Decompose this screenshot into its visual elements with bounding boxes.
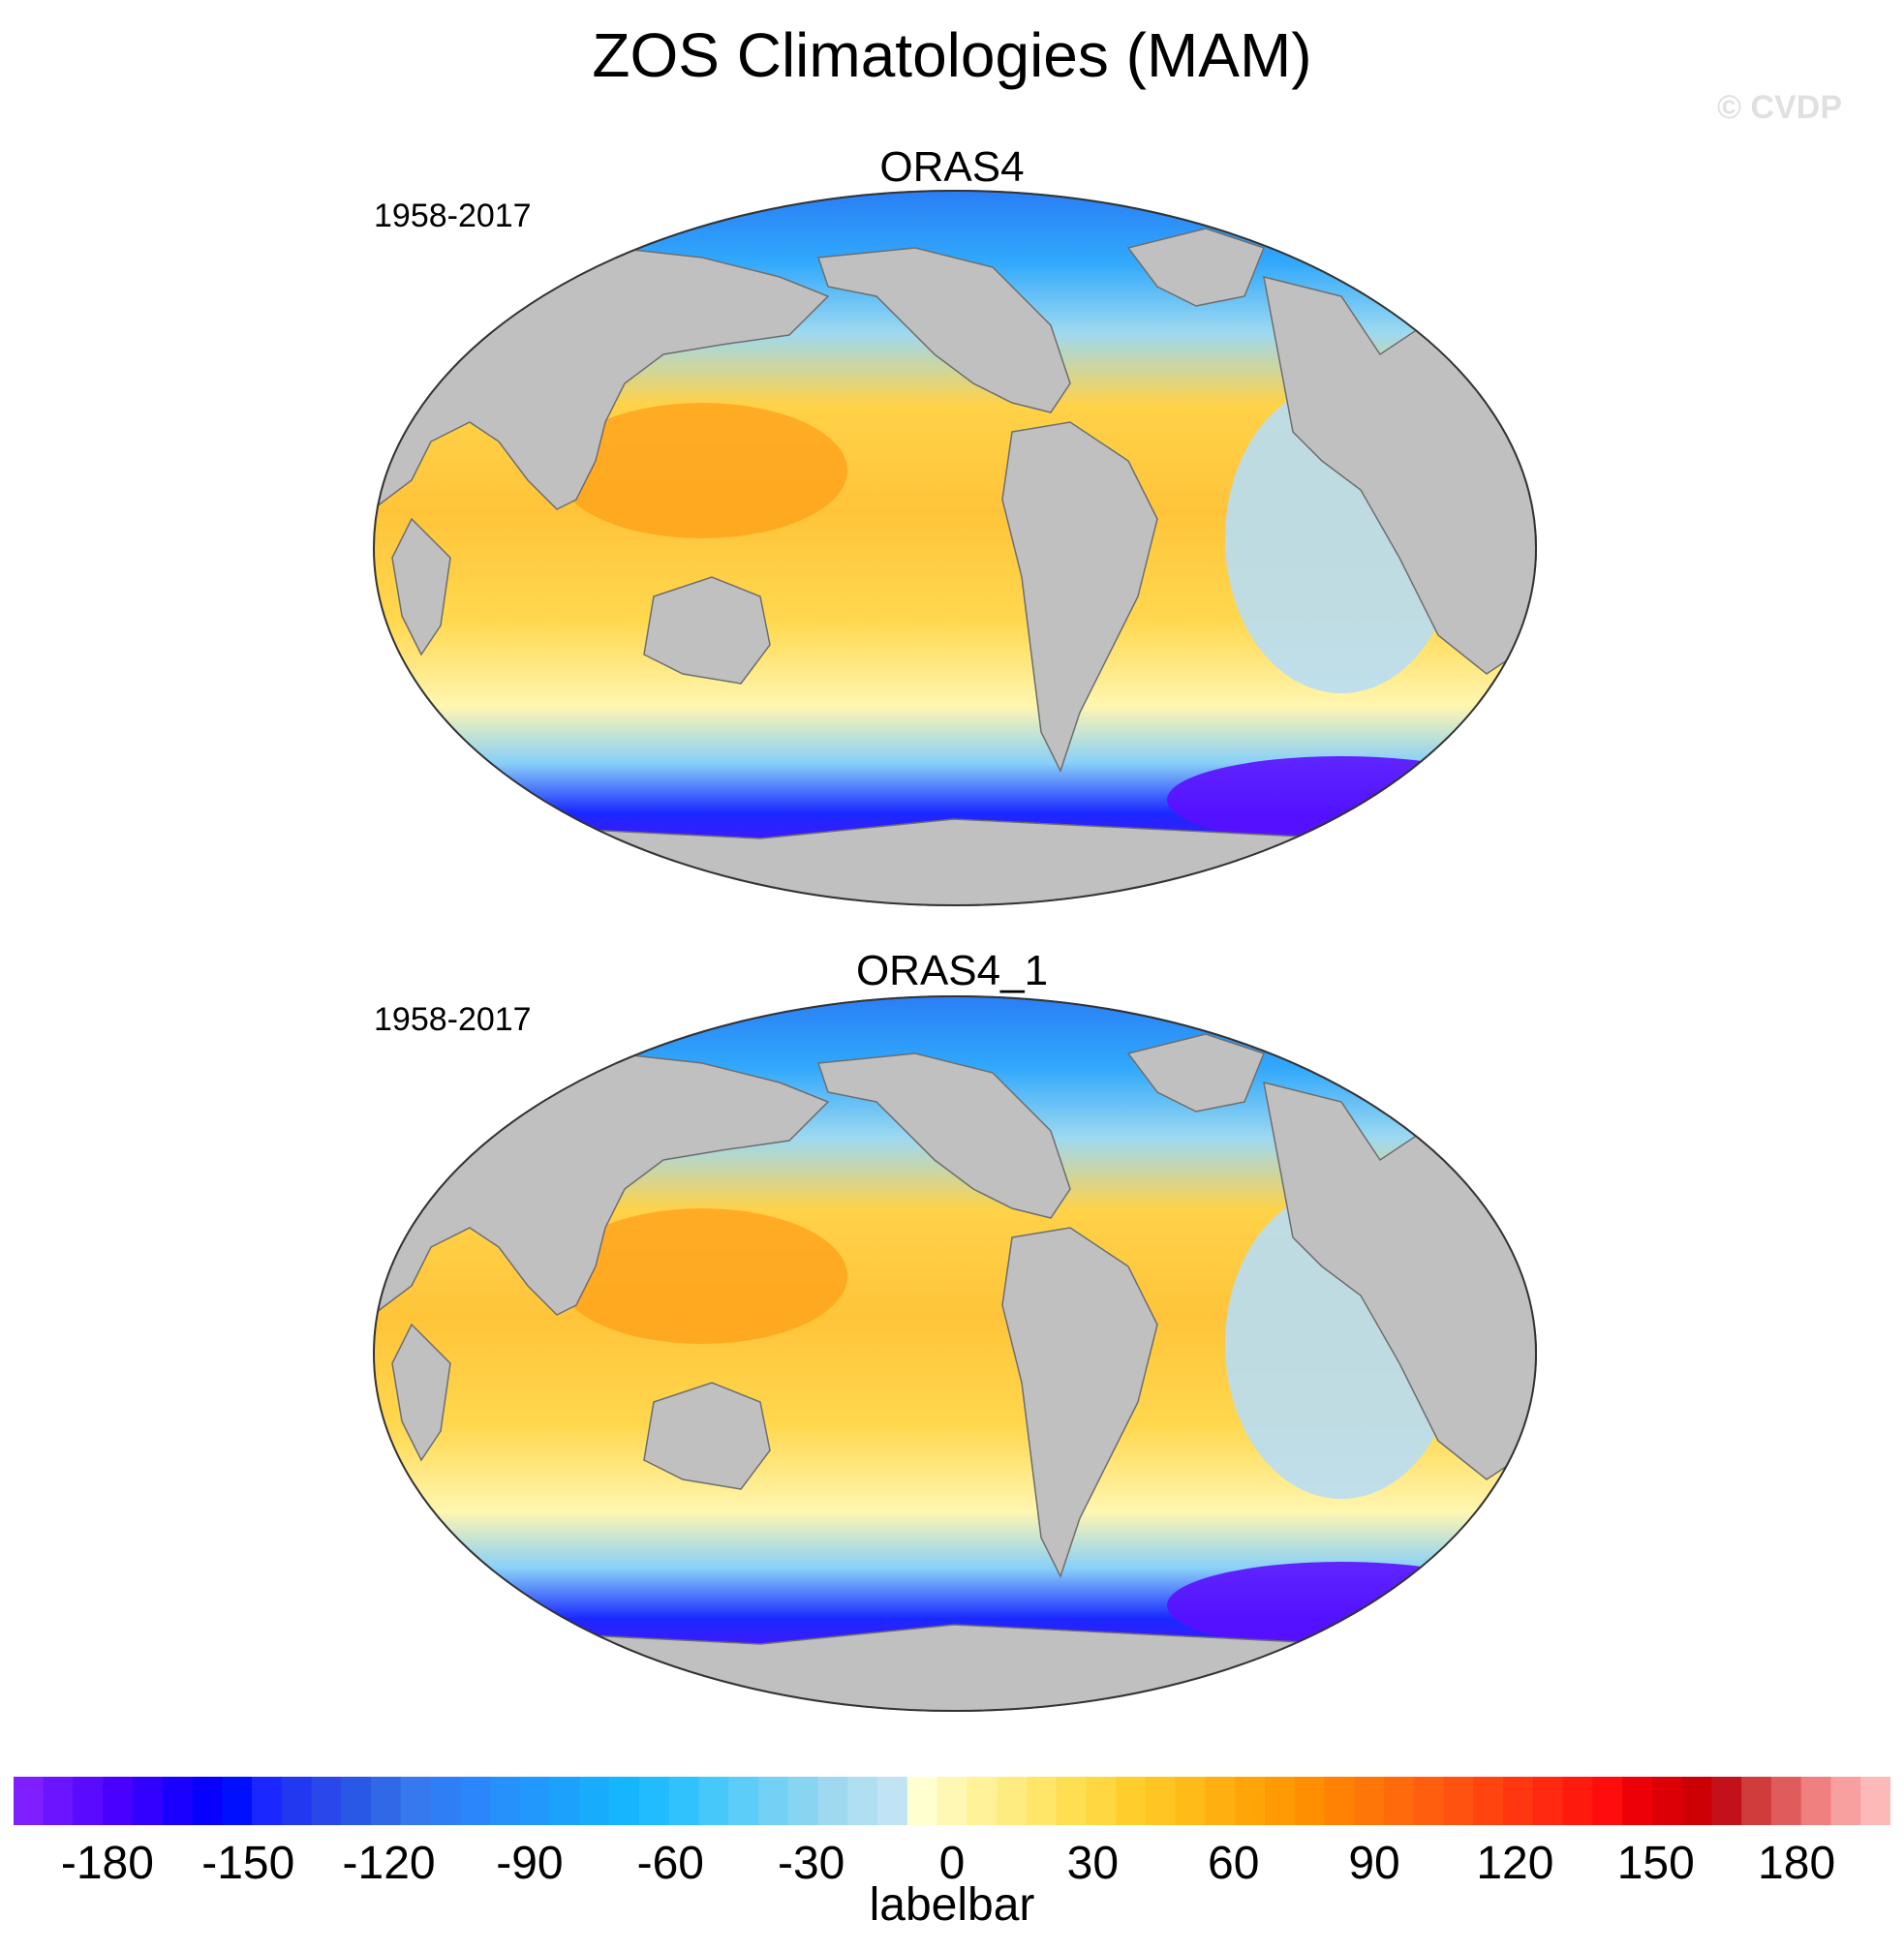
colorbar-tick-label: -150 xyxy=(201,1838,295,1889)
colorbar-box xyxy=(728,1777,759,1825)
colorbar-box xyxy=(906,1777,938,1825)
colorbar-tick-label: 150 xyxy=(1616,1838,1695,1889)
colorbar-tick-label: 0 xyxy=(938,1838,966,1889)
colorbar-box xyxy=(400,1777,432,1825)
colorbar-box xyxy=(252,1777,283,1825)
colorbar-box xyxy=(43,1777,75,1825)
colorbar-box xyxy=(1830,1777,1861,1825)
west-pacific-high xyxy=(557,403,847,538)
colorbar-box xyxy=(1086,1777,1117,1825)
colorbar-label: labelbar xyxy=(869,1879,1035,1931)
panel-period-1: 1958-2017 xyxy=(374,198,532,234)
world-map-panel-1 xyxy=(373,190,1537,906)
colorbar-box xyxy=(1145,1777,1177,1825)
colorbar-box xyxy=(847,1777,878,1825)
colorbar-box xyxy=(14,1777,45,1825)
colorbar-box xyxy=(1116,1777,1147,1825)
colorbar-box xyxy=(877,1777,908,1825)
colorbar-box xyxy=(1592,1777,1623,1825)
colorbar-box xyxy=(103,1777,134,1825)
panel-period-2: 1958-2017 xyxy=(374,1001,532,1038)
colorbar-box xyxy=(222,1777,253,1825)
colorbar-box xyxy=(817,1777,848,1825)
colorbar-box xyxy=(1532,1777,1564,1825)
colorbar-box xyxy=(997,1777,1028,1825)
colorbar-box xyxy=(430,1777,461,1825)
colorbar-box xyxy=(787,1777,819,1825)
colorbar-box xyxy=(1711,1777,1742,1825)
colorbar-box xyxy=(1443,1777,1474,1825)
colorbar-box xyxy=(639,1777,670,1825)
figure-title: ZOS Climatologies (MAM) xyxy=(592,20,1312,90)
map-border xyxy=(373,995,1537,1712)
colorbar-tick-label: -60 xyxy=(636,1838,704,1889)
colorbar-box xyxy=(1324,1777,1355,1825)
colorbar-box xyxy=(549,1777,580,1825)
colorbar-box xyxy=(1056,1777,1087,1825)
colorbar-box xyxy=(73,1777,104,1825)
colorbar-box xyxy=(1800,1777,1831,1825)
colorbar-box xyxy=(1651,1777,1683,1825)
west-pacific-high xyxy=(557,1208,847,1344)
colorbar-box xyxy=(1175,1777,1206,1825)
colorbar-box xyxy=(371,1777,402,1825)
cvdp-watermark: © CVDP xyxy=(1717,89,1842,126)
southern-ocean-low xyxy=(1167,1562,1516,1649)
colorbar-box xyxy=(341,1777,372,1825)
colorbar-box xyxy=(311,1777,342,1825)
colorbar-box xyxy=(192,1777,223,1825)
colorbar-box xyxy=(490,1777,521,1825)
colorbar-box xyxy=(758,1777,789,1825)
colorbar-box xyxy=(579,1777,610,1825)
colorbar-box xyxy=(162,1777,194,1825)
map-border xyxy=(373,190,1537,906)
colorbar-tick-label: -30 xyxy=(777,1838,845,1889)
colorbar-tick-label: -180 xyxy=(60,1838,154,1889)
colorbar-ticks: -180 -150 -120 -90 -60 -30 0 30 60 90 120 150 180 xyxy=(0,1837,1904,1895)
colorbar-box xyxy=(967,1777,998,1825)
colorbar-box xyxy=(519,1777,551,1825)
southern-ocean-low xyxy=(1167,756,1516,843)
colorbar-box xyxy=(1860,1777,1890,1825)
colorbar-box xyxy=(1205,1777,1236,1825)
colorbar-box xyxy=(1681,1777,1712,1825)
colorbar-box xyxy=(1622,1777,1653,1825)
colorbar-box xyxy=(1770,1777,1802,1825)
colorbar-box xyxy=(668,1777,700,1825)
colorbar-tick-label: 60 xyxy=(1207,1838,1260,1889)
colorbar-box xyxy=(1265,1777,1296,1825)
colorbar-box xyxy=(1294,1777,1326,1825)
colorbar-tick-label: 90 xyxy=(1348,1838,1400,1889)
colorbar xyxy=(14,1777,1890,1825)
colorbar-tick-label: 120 xyxy=(1476,1838,1554,1889)
colorbar-box xyxy=(1562,1777,1593,1825)
panel-title-1: ORAS4 xyxy=(879,143,1025,191)
colorbar-box xyxy=(133,1777,164,1825)
colorbar-box xyxy=(1235,1777,1266,1825)
colorbar-tick-label: -90 xyxy=(496,1838,564,1889)
colorbar-tick-label: -120 xyxy=(342,1838,436,1889)
world-map-panel-2 xyxy=(373,995,1537,1712)
colorbar-box xyxy=(1413,1777,1445,1825)
colorbar-box xyxy=(1741,1777,1772,1825)
colorbar-box xyxy=(1473,1777,1504,1825)
colorbar-box xyxy=(1026,1777,1058,1825)
colorbar-box xyxy=(281,1777,313,1825)
colorbar-box xyxy=(1354,1777,1385,1825)
colorbar-tick-label: 180 xyxy=(1758,1838,1836,1889)
colorbar-box xyxy=(937,1777,967,1825)
colorbar-box xyxy=(460,1777,491,1825)
colorbar-tick-label: 30 xyxy=(1066,1838,1120,1889)
panel-title-2: ORAS4_1 xyxy=(855,947,1049,994)
colorbar-box xyxy=(698,1777,729,1825)
colorbar-box xyxy=(609,1777,640,1825)
colorbar-box xyxy=(1384,1777,1415,1825)
colorbar-box xyxy=(1503,1777,1534,1825)
